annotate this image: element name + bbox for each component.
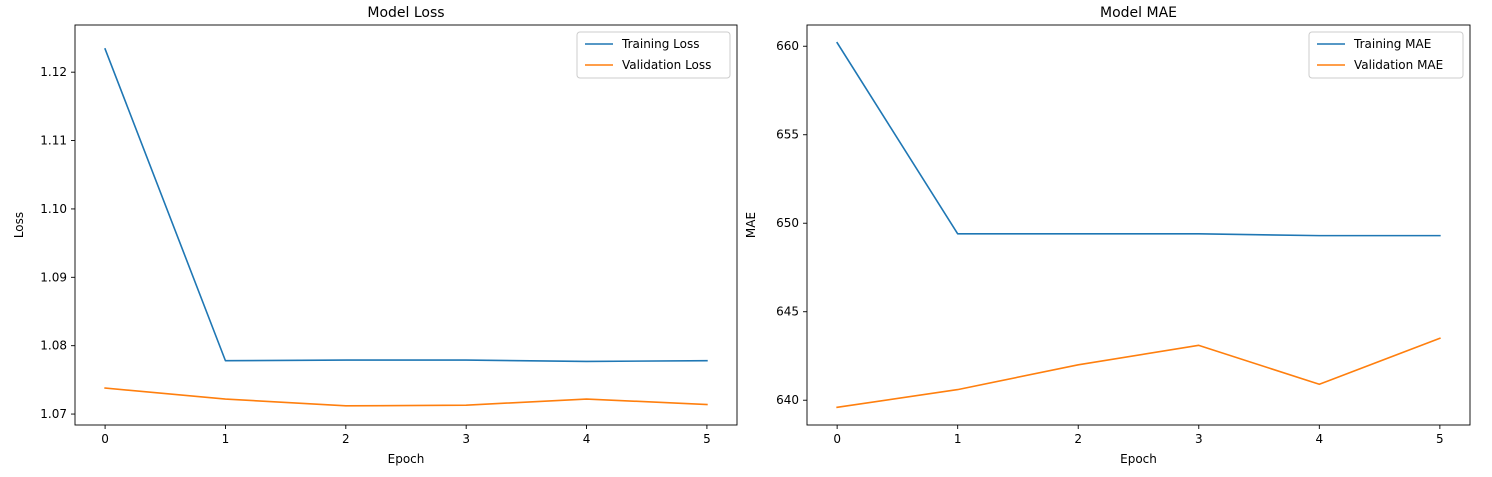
x-tick-label: 2	[342, 432, 350, 446]
chart-title: Model Loss	[367, 5, 444, 21]
x-tick-label: 0	[101, 432, 109, 446]
y-tick-label: 1.11	[40, 134, 67, 148]
plot-frame	[806, 24, 1471, 426]
y-tick-label: 640	[776, 393, 799, 407]
series-line-training-mae	[836, 41, 1441, 237]
y-tick-label: 660	[776, 39, 799, 53]
y-axis-label: MAE	[744, 212, 758, 238]
legend-box	[1308, 31, 1464, 79]
chart-model-loss: Model Loss 0 1 2 3 4 5 1.07 1.08 1.09 1.10 1.11 1.12…	[12, 5, 738, 466]
x-tick-label: 1	[222, 432, 230, 446]
plot-frame	[74, 24, 738, 426]
y-tick-label: 1.09	[40, 270, 67, 284]
legend-label-training-loss: Training Loss	[621, 37, 699, 51]
x-tick-label: 4	[583, 432, 591, 446]
series-line-validation-mae	[836, 337, 1441, 409]
x-tick-label: 0	[833, 432, 841, 446]
y-tick-label: 655	[776, 128, 799, 142]
y-tick-label: 650	[776, 216, 799, 230]
legend-label-validation-mae: Validation MAE	[1354, 58, 1443, 72]
y-axis-label: Loss	[12, 212, 26, 238]
chart-model-mae: Model MAE 0 1 2 3 4 5 640 645 650 655 660 Epoch MAE Tr…	[744, 5, 1471, 466]
y-tick-label: 1.07	[40, 407, 67, 421]
x-tick-label: 1	[954, 432, 962, 446]
x-tick-label: 5	[1436, 432, 1444, 446]
chart-title: Model MAE	[1100, 5, 1177, 21]
y-tick-label: 645	[776, 305, 799, 319]
y-tick-label: 1.12	[40, 65, 67, 79]
x-axis-label: Epoch	[388, 452, 425, 466]
legend-label-validation-loss: Validation Loss	[622, 58, 711, 72]
legend-box	[576, 31, 731, 79]
legend: Training Loss Validation Loss	[576, 31, 731, 79]
x-tick-label: 3	[1195, 432, 1203, 446]
x-tick-label: 2	[1074, 432, 1082, 446]
series-line-validation-loss	[104, 387, 708, 407]
x-axis-label: Epoch	[1120, 452, 1157, 466]
series-line-training-loss	[104, 47, 708, 363]
x-tick-label: 5	[703, 432, 711, 446]
y-tick-label: 1.10	[40, 202, 67, 216]
legend: Training MAE Validation MAE	[1308, 31, 1464, 79]
x-tick-label: 3	[462, 432, 470, 446]
y-tick-label: 1.08	[40, 339, 67, 353]
x-tick-label: 4	[1315, 432, 1323, 446]
legend-label-training-mae: Training MAE	[1353, 37, 1431, 51]
